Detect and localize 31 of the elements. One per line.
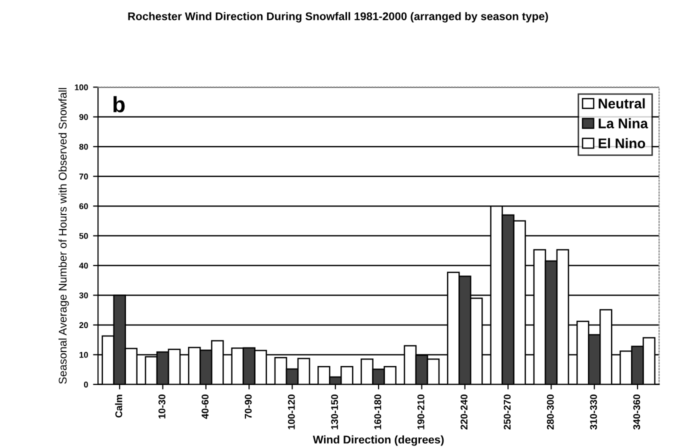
- y-tick-label: 50: [79, 232, 88, 239]
- annotation: b: [114, 96, 125, 112]
- x-tick-label: Calm: [115, 394, 122, 418]
- x-tick-label: 70-90: [244, 394, 252, 419]
- y-tick-label: 20: [79, 322, 88, 328]
- x-axis-title: Wind Direction (degrees): [312, 435, 444, 446]
- y-tick-label: 100: [74, 84, 88, 90]
- legend-label: El Nino: [598, 138, 646, 148]
- legend-label: Neutral: [598, 98, 645, 108]
- y-tick-label: 60: [79, 203, 88, 210]
- chart-title: Rochester Wind Direction During Snowfall 1981-2000 (arranged by season type): [128, 12, 548, 22]
- y-tick-label: 10: [80, 352, 88, 358]
- x-tick-label: 160-180: [374, 394, 382, 430]
- y-axis-title: Seasonal Average Number of Hours with Observed Snowfall: [58, 88, 69, 384]
- x-tick-label: 40-60: [202, 394, 209, 419]
- x-tick-label: 280-300: [546, 394, 554, 430]
- x-tick-label: 100-120: [288, 394, 295, 430]
- x-tick-label: 130-150: [331, 394, 338, 430]
- y-tick-label: 90: [79, 114, 88, 120]
- x-tick-label: 10-30: [158, 394, 166, 418]
- legend-label: La Nina: [598, 118, 648, 128]
- x-tick-label: 340-360: [633, 394, 640, 430]
- y-tick-label: 0: [84, 382, 88, 388]
- x-tick-label: 190-210: [417, 394, 424, 430]
- y-tick-label: 30: [79, 292, 88, 298]
- x-tick-label: 220-240: [460, 394, 468, 430]
- y-tick-label: 70: [79, 174, 88, 180]
- x-tick-label: 250-270: [504, 394, 511, 430]
- y-tick-label: 80: [79, 144, 88, 150]
- y-tick-label: 40: [79, 262, 88, 269]
- x-tick-label: 310-330: [590, 394, 597, 430]
